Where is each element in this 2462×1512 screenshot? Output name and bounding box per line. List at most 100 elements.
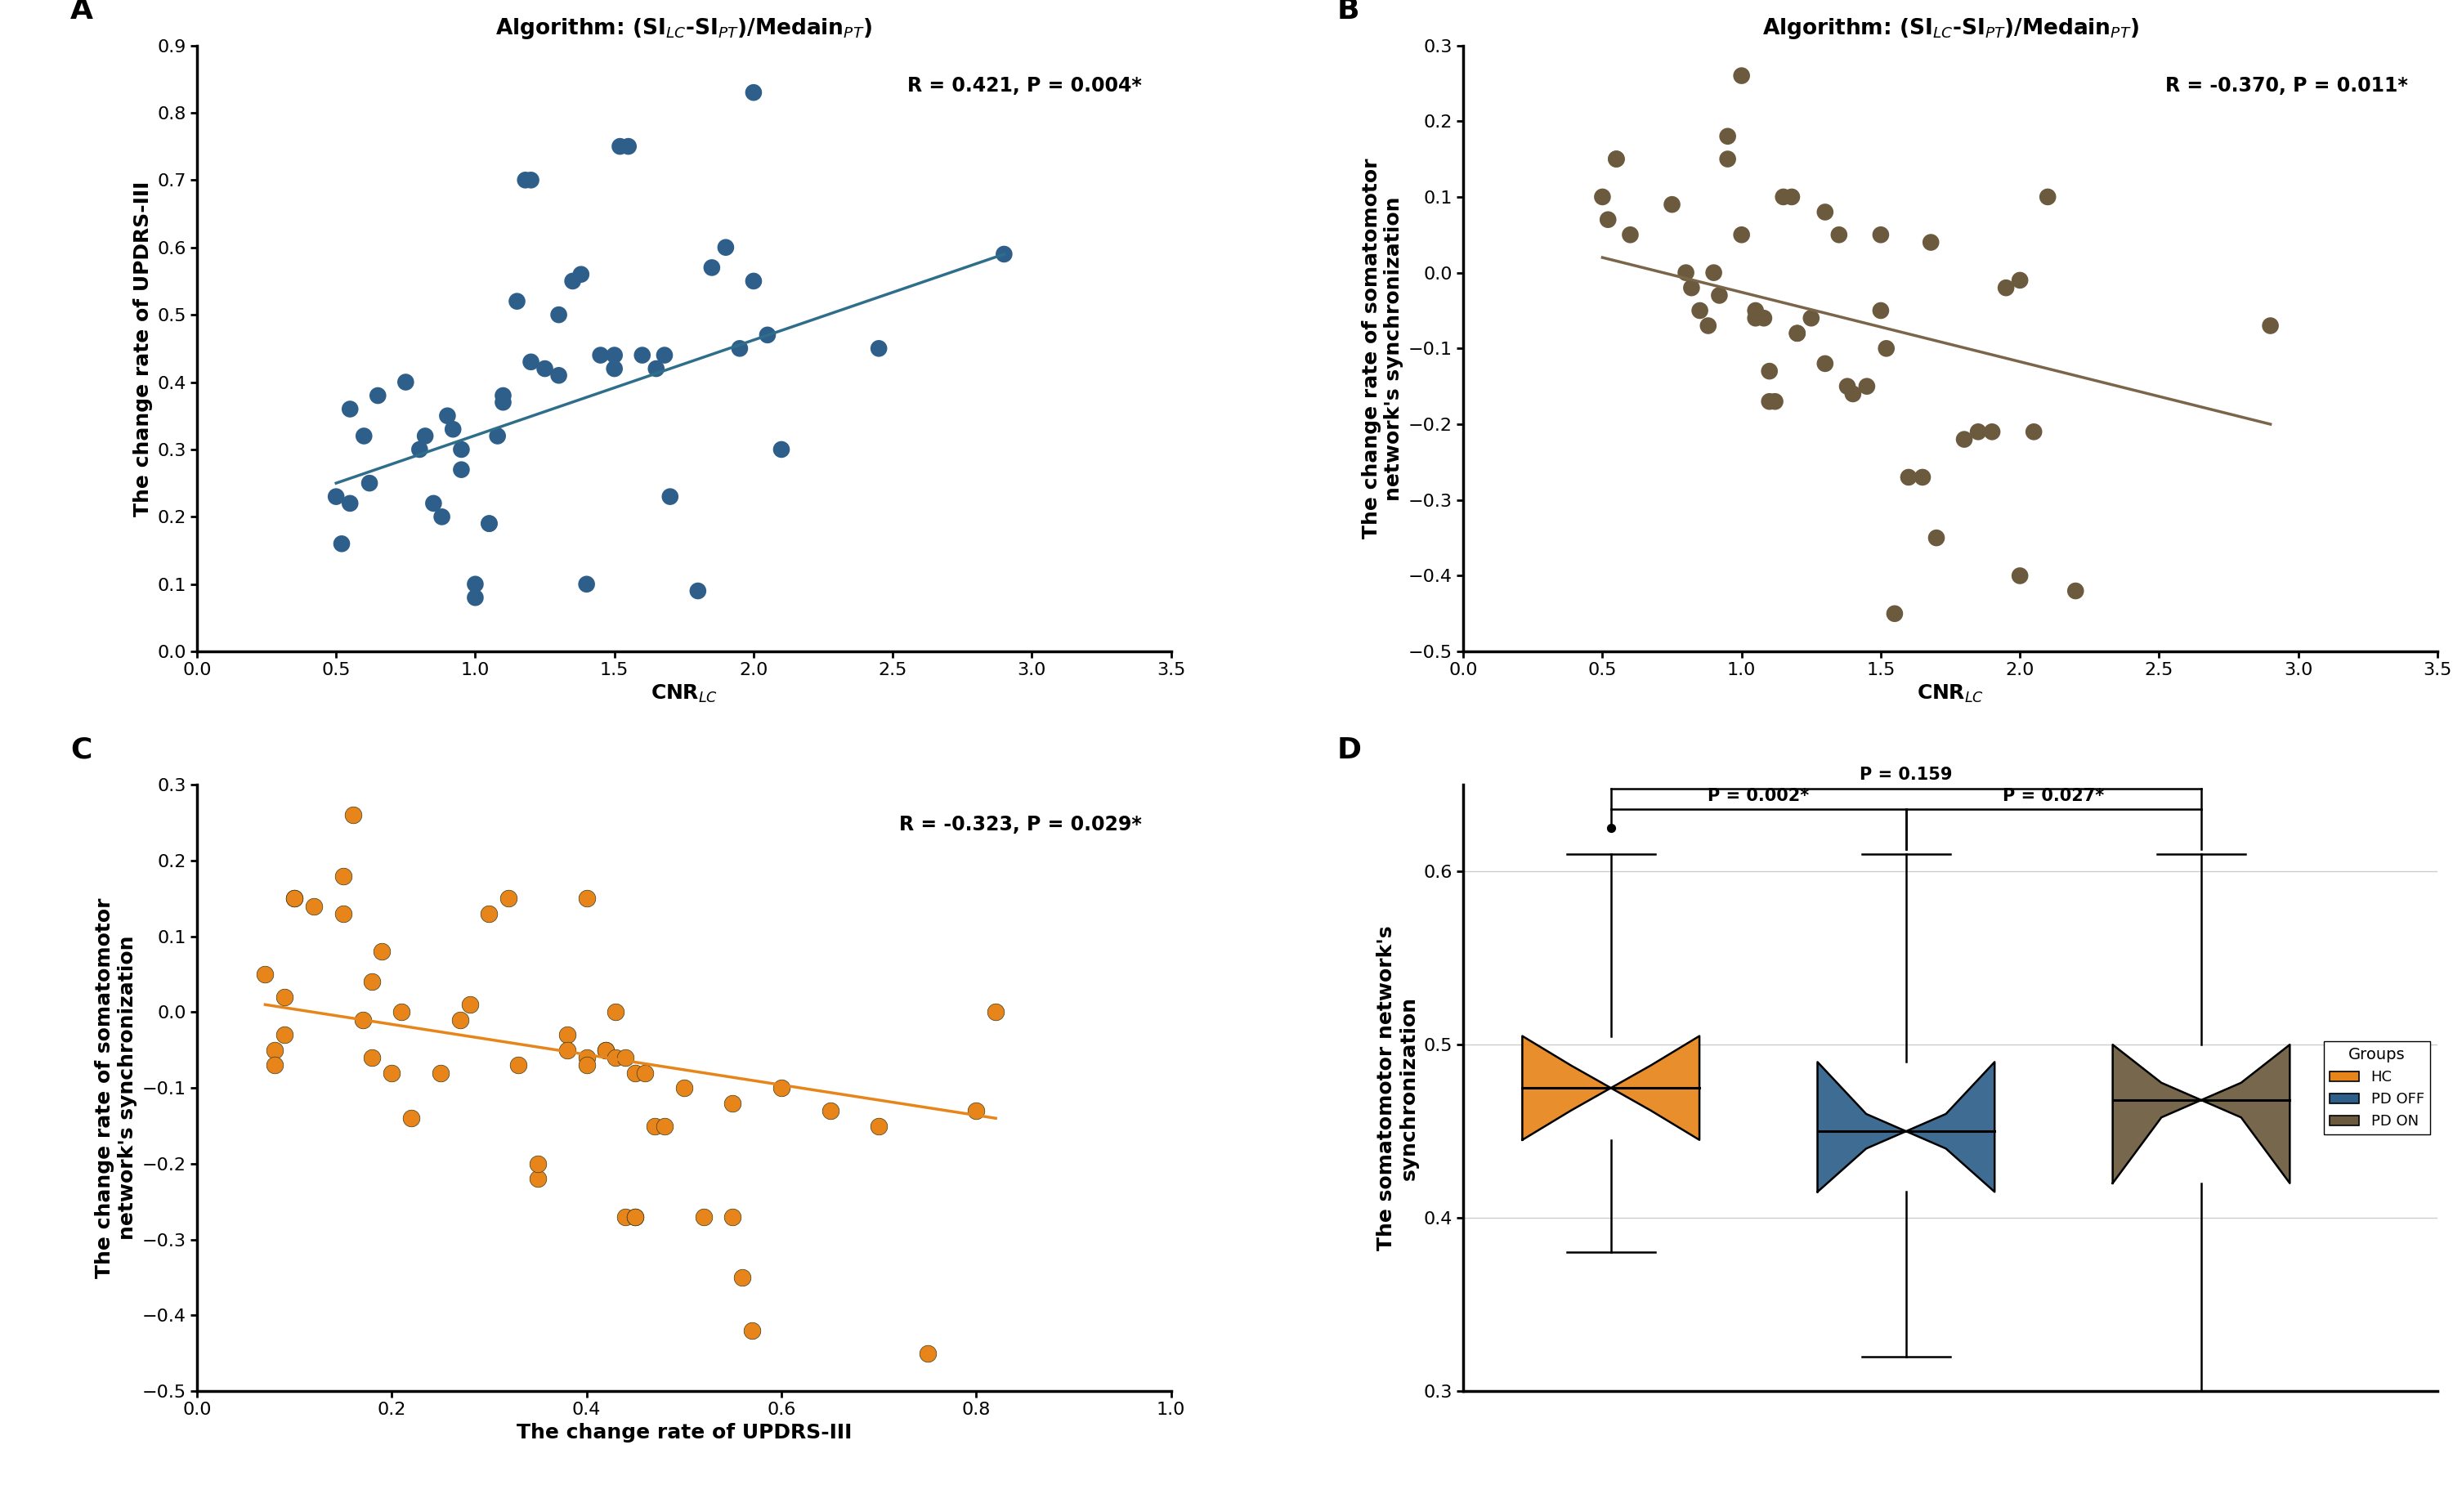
Point: [547, 1022, 586, 1046]
Point: [596, 357, 635, 381]
Point: [645, 1114, 684, 1139]
Point: [724, 1266, 763, 1290]
Point: [1679, 298, 1718, 322]
Text: C: C: [71, 736, 91, 764]
Title: Algorithm: (SI$_{LC}$-SI$_{PT}$)/Medain$_{PT}$): Algorithm: (SI$_{LC}$-SI$_{PT}$)/Medain$…: [495, 17, 872, 41]
Point: [1847, 375, 1886, 399]
X-axis label: The change rate of UPDRS-III: The change rate of UPDRS-III: [517, 1423, 852, 1442]
Point: [1957, 420, 1997, 445]
Point: [566, 1054, 606, 1078]
Point: [441, 437, 480, 461]
Point: [483, 384, 522, 408]
Point: [1743, 305, 1782, 330]
Point: [455, 572, 495, 596]
Point: [554, 269, 593, 293]
Point: [975, 999, 1014, 1024]
Text: R = -0.370, P = 0.011*: R = -0.370, P = 0.011*: [2167, 76, 2408, 95]
Point: [539, 302, 579, 327]
X-axis label: CNR$_{LC}$: CNR$_{LC}$: [1918, 683, 1984, 705]
Point: [246, 962, 286, 986]
Point: [421, 505, 460, 529]
Point: [677, 579, 716, 603]
Point: [428, 404, 468, 428]
Point: [1861, 222, 1901, 246]
Text: P = 0.027*: P = 0.027*: [2004, 788, 2105, 804]
Point: [323, 863, 362, 888]
Point: [608, 135, 648, 159]
X-axis label: CNR$_{LC}$: CNR$_{LC}$: [650, 683, 716, 705]
Point: [684, 1205, 724, 1229]
Point: [566, 572, 606, 596]
Point: [1736, 305, 1775, 330]
Point: [266, 984, 305, 1009]
Point: [1763, 184, 1802, 209]
Point: [1736, 298, 1775, 322]
Point: [1903, 466, 1943, 490]
Point: [256, 1037, 295, 1061]
Point: [1778, 321, 1817, 345]
Point: [1805, 351, 1844, 375]
Point: [635, 1114, 675, 1139]
Point: [470, 901, 510, 925]
Point: [616, 1205, 655, 1229]
Point: [433, 417, 473, 442]
Point: [1755, 390, 1795, 414]
Point: [1778, 321, 1817, 345]
Point: [719, 336, 758, 360]
Point: [455, 585, 495, 609]
Point: [748, 324, 788, 348]
Point: [596, 999, 635, 1024]
Point: [318, 484, 357, 508]
Point: [1819, 222, 1859, 246]
Point: [638, 357, 677, 381]
Point: [342, 1007, 382, 1031]
Y-axis label: The change rate of somatomotor
network's synchronization: The change rate of somatomotor network's…: [96, 898, 138, 1278]
Point: [2056, 579, 2095, 603]
Point: [1709, 147, 1748, 171]
Point: [581, 343, 620, 367]
Polygon shape: [1522, 1036, 1699, 1140]
Point: [734, 80, 773, 104]
Point: [1945, 428, 1984, 452]
Point: [1827, 375, 1866, 399]
Point: [414, 491, 453, 516]
Point: [547, 1037, 586, 1061]
Point: [421, 1061, 460, 1086]
Point: [1866, 336, 1906, 360]
Point: [1721, 64, 1760, 88]
Point: [2250, 313, 2290, 337]
Point: [451, 992, 490, 1016]
Point: [345, 423, 384, 448]
Point: [692, 256, 731, 280]
Text: R = -0.323, P = 0.029*: R = -0.323, P = 0.029*: [899, 815, 1142, 835]
Point: [1918, 526, 1957, 550]
Point: [1689, 313, 1728, 337]
Point: [323, 901, 362, 925]
Point: [650, 484, 689, 508]
Point: [372, 1061, 411, 1086]
Text: A: A: [71, 0, 94, 24]
Point: [625, 1061, 665, 1086]
Point: [561, 262, 601, 286]
Point: [1709, 124, 1748, 148]
Point: [1834, 383, 1874, 407]
Point: [1610, 222, 1650, 246]
Text: P = 0.002*: P = 0.002*: [1709, 788, 1810, 804]
Point: [387, 370, 426, 395]
Point: [276, 886, 315, 910]
Point: [1672, 275, 1711, 299]
Point: [1972, 420, 2011, 445]
Point: [1667, 260, 1706, 284]
Polygon shape: [2112, 1045, 2290, 1184]
Point: [707, 236, 746, 260]
Point: [1987, 275, 2026, 299]
Point: [512, 349, 551, 373]
Point: [1750, 358, 1790, 383]
Point: [483, 390, 522, 414]
Point: [1721, 222, 1760, 246]
Point: [734, 269, 773, 293]
Point: [1590, 816, 1630, 841]
Point: [606, 1205, 645, 1229]
Point: [470, 511, 510, 535]
Point: [276, 886, 315, 910]
